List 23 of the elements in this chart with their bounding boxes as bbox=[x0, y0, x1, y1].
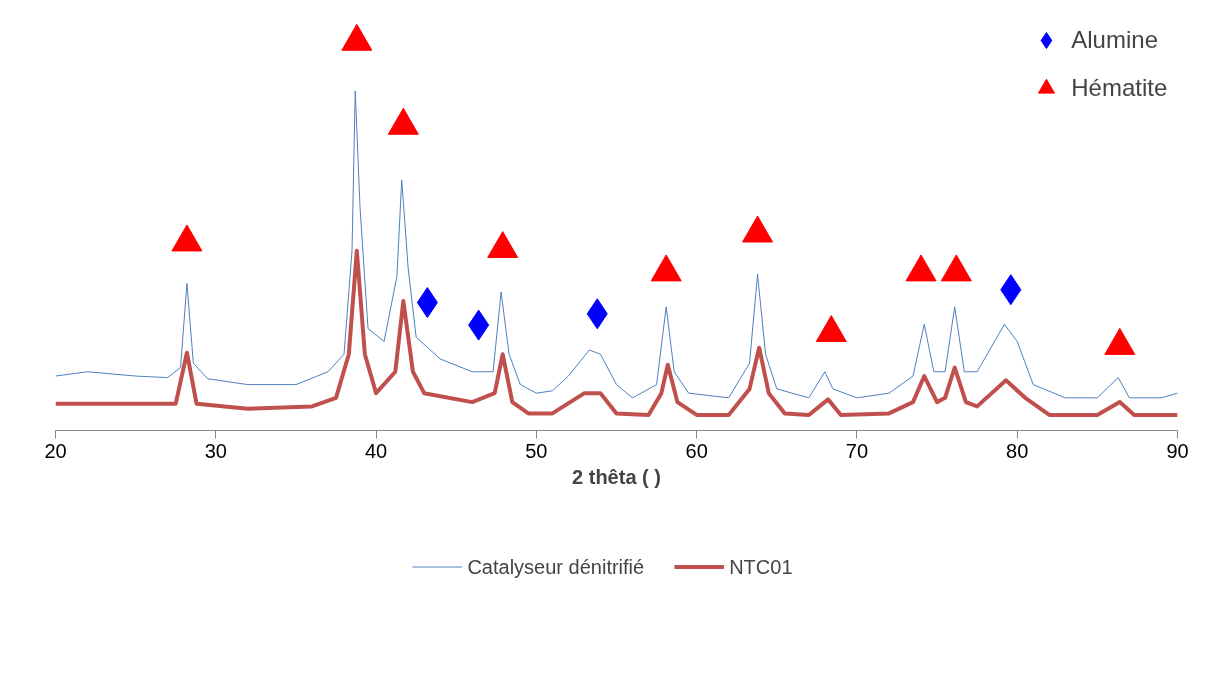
x-tick-label: 90 bbox=[1166, 439, 1189, 462]
legend-label: Catalyseur dénitrifié bbox=[467, 555, 645, 579]
legend-label: Alumine bbox=[1071, 26, 1158, 54]
legend-label: NTC01 bbox=[729, 555, 793, 579]
x-tick-label: 80 bbox=[1006, 439, 1029, 462]
legend-label: Hématite bbox=[1071, 74, 1168, 102]
point bbox=[341, 23, 373, 51]
point bbox=[815, 315, 847, 343]
point bbox=[1104, 327, 1136, 355]
x-tick-label: 30 bbox=[204, 439, 227, 462]
x-tick-label: 60 bbox=[685, 439, 708, 462]
point bbox=[742, 215, 774, 243]
x-tick-label: 40 bbox=[364, 439, 388, 462]
point bbox=[487, 231, 519, 259]
point bbox=[171, 224, 203, 252]
x-tick-label: 50 bbox=[525, 439, 548, 462]
point bbox=[940, 254, 972, 282]
point bbox=[905, 254, 937, 282]
x-tick-label: 70 bbox=[845, 439, 869, 462]
point bbox=[387, 107, 419, 135]
x-axis-title: 2 thêta ( ) bbox=[572, 465, 661, 488]
point bbox=[650, 254, 682, 282]
x-tick-label: 20 bbox=[44, 439, 67, 462]
